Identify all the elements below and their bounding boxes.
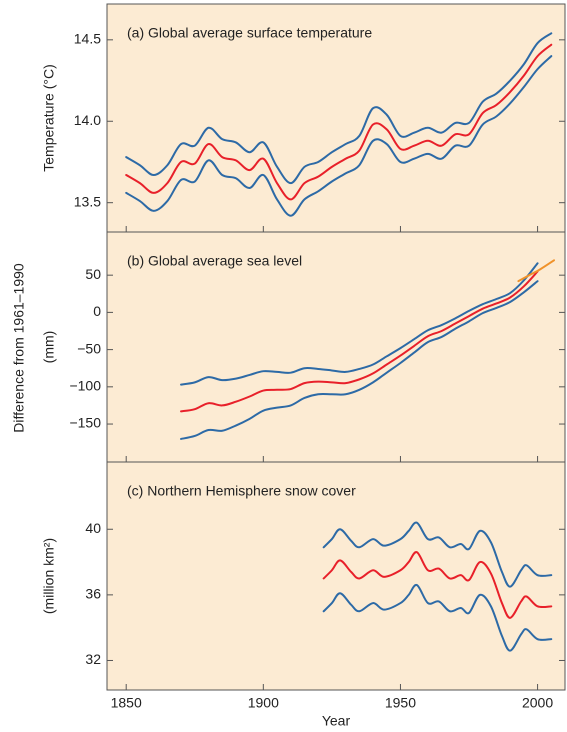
y-tick-label: 0 <box>93 303 101 319</box>
y-tick-label: −100 <box>69 378 101 394</box>
data-line <box>180 280 539 440</box>
data-line <box>125 55 553 217</box>
data-line <box>322 551 553 619</box>
data-line <box>180 262 539 386</box>
data-line <box>125 32 553 185</box>
x-tick-label: 2000 <box>522 695 553 711</box>
y-axis-label: (mm) <box>41 331 57 364</box>
y-tick-label: 40 <box>85 520 101 536</box>
panel-frame <box>106 3 566 233</box>
panel-title: (c) Northern Hemisphere snow cover <box>127 483 356 499</box>
data-line <box>322 521 553 588</box>
y-axis-label: Temperature (°C) <box>41 64 57 172</box>
data-line <box>517 259 556 283</box>
data-line <box>180 270 539 413</box>
data-line <box>322 583 553 652</box>
y-tick-label: 14.0 <box>74 112 101 128</box>
data-line <box>125 43 553 201</box>
y-tick-label: 14.5 <box>74 31 101 47</box>
panel-frame <box>106 461 566 691</box>
y-tick-label: 13.5 <box>74 193 101 209</box>
y-tick-label: −150 <box>69 415 101 431</box>
x-tick-label: 1950 <box>385 695 416 711</box>
x-tick-label: 1850 <box>111 695 142 711</box>
y-tick-label: −50 <box>77 340 101 356</box>
y-axis-label: (million km²) <box>41 538 57 614</box>
shared-y-label: Difference from 1961–1990 <box>11 263 27 433</box>
x-axis-label: Year <box>322 713 351 729</box>
x-tick-label: 1900 <box>248 695 279 711</box>
panel-frame <box>106 231 566 463</box>
panel-title: (a) Global average surface temperature <box>127 25 372 41</box>
panel-title: (b) Global average sea level <box>127 253 302 269</box>
y-tick-label: 50 <box>85 266 101 282</box>
y-tick-label: 32 <box>85 651 101 667</box>
y-tick-label: 36 <box>85 586 101 602</box>
